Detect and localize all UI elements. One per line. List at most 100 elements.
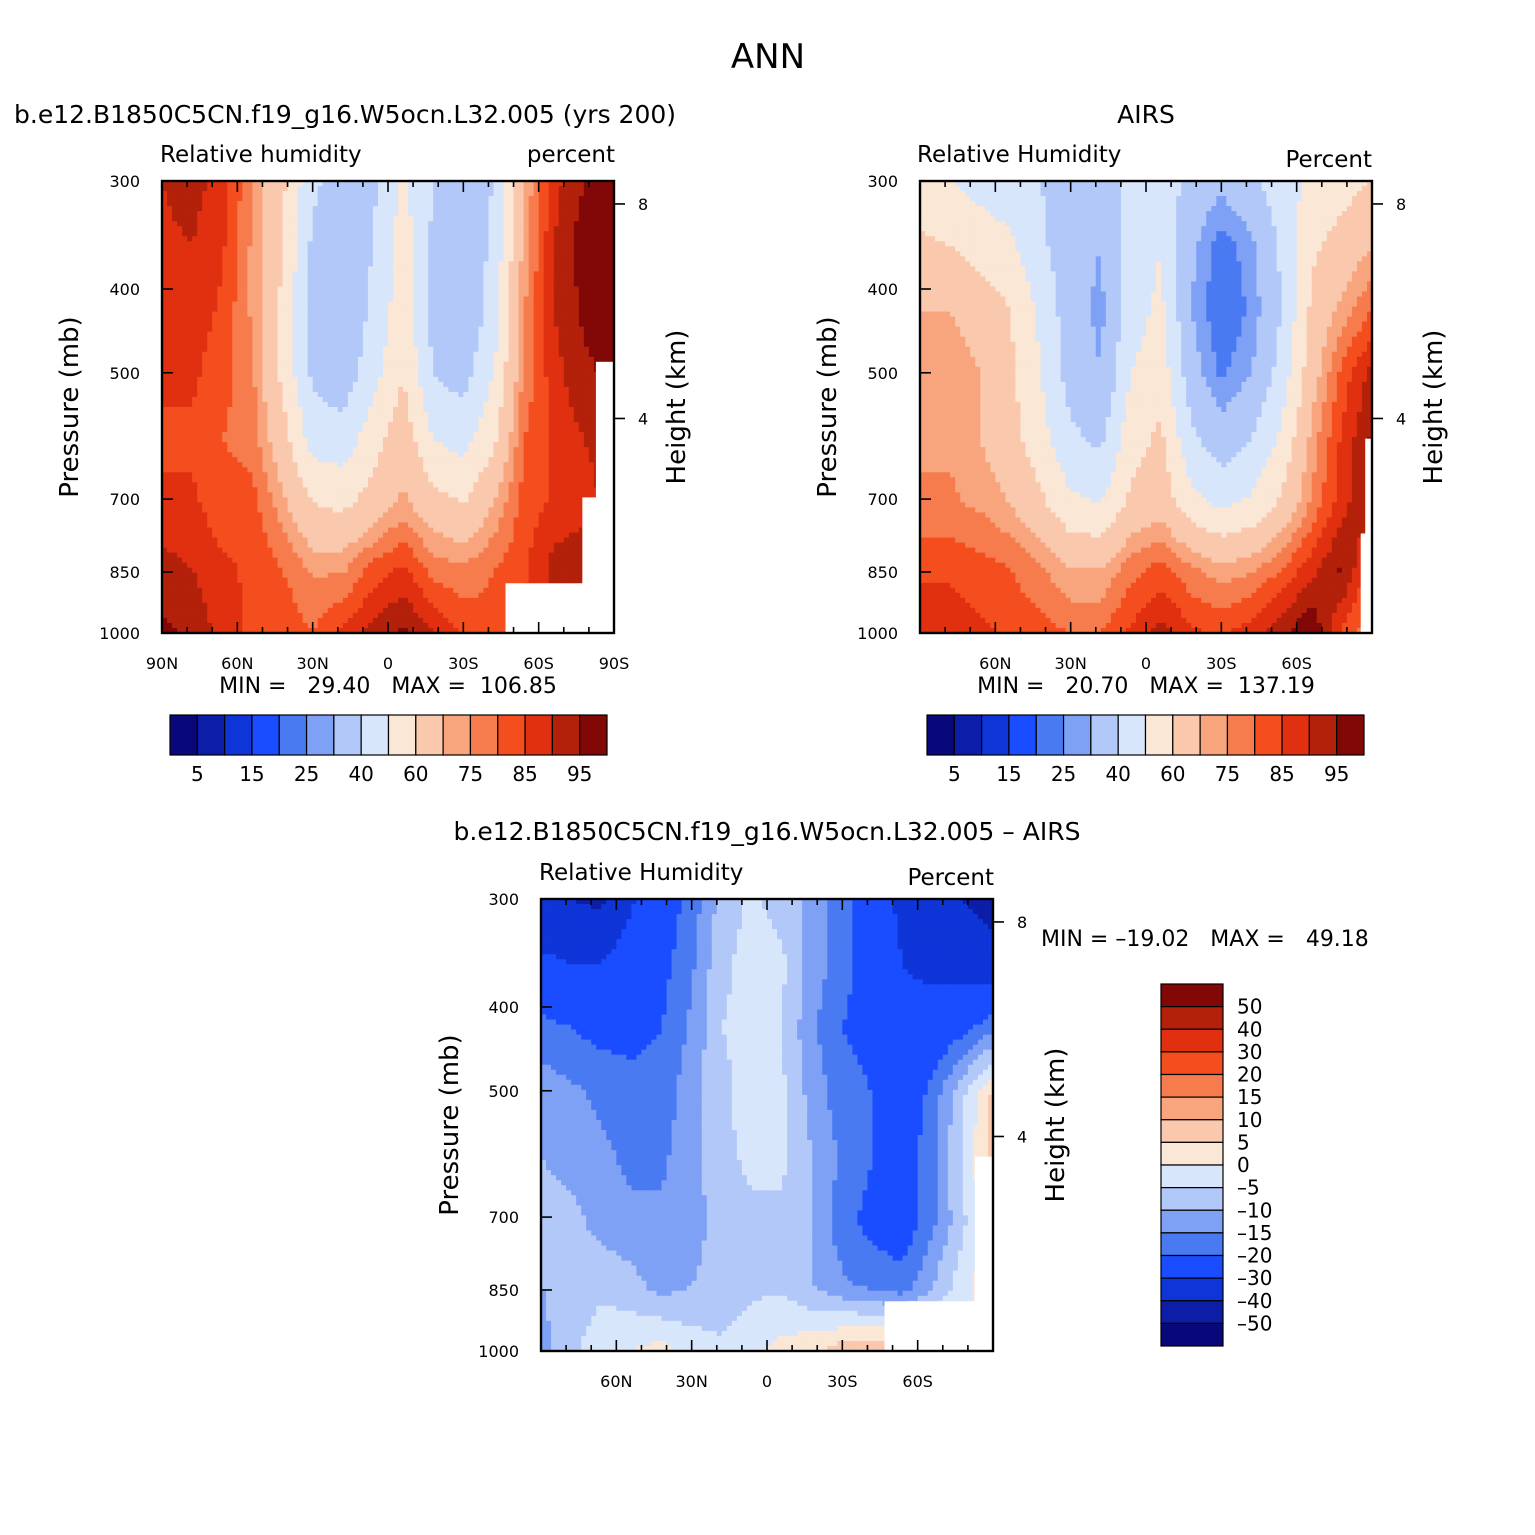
field-cell (463, 301, 469, 308)
field-cell (202, 386, 208, 393)
field-cell (182, 457, 188, 463)
field-cell (573, 437, 580, 443)
field-cell (187, 251, 193, 257)
field-cell (342, 211, 349, 217)
field-cell (518, 351, 525, 358)
field-cell (598, 326, 605, 333)
field-cell (257, 361, 264, 368)
field-cell (162, 371, 168, 378)
field-cell (197, 326, 203, 333)
field-cell (603, 196, 610, 202)
field-cell (523, 361, 530, 368)
field-cell (548, 296, 555, 303)
field-cell (252, 427, 259, 433)
field-cell (212, 256, 218, 262)
field-cell (192, 407, 198, 413)
field-cell (573, 412, 580, 418)
field-cell (558, 261, 565, 267)
field-cell (443, 401, 449, 408)
field-cell (242, 311, 248, 318)
field-cell (503, 271, 510, 278)
field-cell (347, 206, 354, 212)
field-cell (573, 206, 580, 212)
field-cell (207, 261, 213, 267)
field-cell (162, 321, 168, 328)
field-cell (423, 401, 429, 408)
field-cell (182, 206, 188, 212)
field-cell (408, 412, 414, 418)
field-cell (262, 361, 269, 368)
field-cell (377, 211, 384, 217)
field-cell (423, 341, 429, 348)
field-cell (252, 286, 259, 293)
field-cell (317, 196, 324, 202)
field-cell (568, 301, 575, 308)
field-cell (217, 271, 223, 278)
field-cell (413, 326, 419, 333)
field-cell (297, 457, 304, 463)
field-cell (603, 316, 610, 323)
field-cell (247, 291, 253, 298)
field-cell (408, 216, 414, 222)
field-cell (212, 276, 218, 283)
field-cell (202, 261, 208, 267)
field-cell (563, 231, 570, 237)
field-cell (433, 306, 439, 313)
field-cell (523, 326, 530, 333)
field-cell (197, 452, 203, 458)
field-cell (347, 321, 354, 328)
field-cell (493, 437, 500, 443)
field-cell (377, 191, 384, 197)
field-cell (578, 196, 585, 202)
field-cell (352, 351, 359, 358)
field-cell (252, 432, 259, 438)
field-cell (543, 326, 550, 333)
field-cell (222, 386, 228, 393)
field-cell (282, 271, 289, 278)
field-cell (483, 381, 490, 388)
field-cell (287, 381, 294, 388)
field-cell (302, 401, 309, 408)
field-cell (202, 351, 208, 358)
field-cell (357, 417, 364, 423)
field-cell (413, 271, 419, 278)
field-cell (393, 196, 399, 202)
field-cell (388, 286, 394, 293)
field-cell (207, 221, 213, 227)
field-cell (367, 361, 374, 368)
field-cell (252, 457, 259, 463)
field-cell (317, 296, 324, 303)
field-cell (337, 336, 344, 343)
field-cell (388, 301, 394, 308)
field-cell (473, 447, 479, 453)
field-cell (418, 361, 424, 368)
field-cell (453, 412, 459, 418)
field-cell (212, 216, 218, 222)
field-cell (197, 276, 203, 283)
field-cell (398, 417, 404, 423)
field-cell (312, 361, 319, 368)
field-cell (347, 356, 354, 363)
field-cell (498, 206, 505, 212)
field-cell (578, 401, 585, 408)
field-cell (187, 407, 193, 413)
field-cell (568, 376, 575, 383)
field-cell (518, 422, 525, 428)
field-cell (483, 206, 490, 212)
field-cell (423, 386, 429, 393)
field-cell (553, 401, 560, 408)
field-cell (217, 366, 223, 373)
field-cell (212, 291, 218, 298)
field-cell (503, 201, 510, 207)
field-cell (342, 442, 349, 448)
field-cell (302, 261, 309, 267)
field-cell (473, 391, 479, 398)
field-cell (483, 281, 490, 288)
field-cell (377, 236, 384, 242)
field-cell (468, 211, 474, 217)
field-cell (247, 361, 253, 368)
field-cell (483, 417, 490, 423)
field-cell (232, 186, 238, 192)
field-cell (322, 291, 329, 298)
field-cell (513, 196, 520, 202)
